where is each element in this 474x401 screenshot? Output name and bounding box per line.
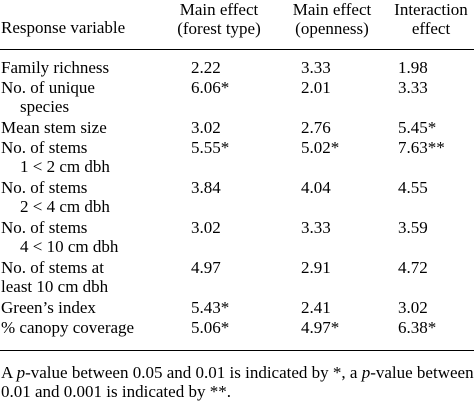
header-col1-line1: Main effect — [179, 0, 259, 19]
cell-openness: 2.01 — [301, 78, 331, 97]
cell-openness: 3.33 — [301, 58, 331, 77]
row-label: No. of stems — [1, 138, 88, 157]
cell-openness: 3.33 — [301, 218, 331, 237]
row-label-continued: 1 < 2 cm dbh — [20, 157, 110, 176]
footnote-p-italic: p — [361, 363, 371, 382]
cell-forest-type: 3.02 — [191, 118, 221, 137]
cell-interaction: 4.72 — [398, 258, 428, 277]
row-label-continued: species — [20, 97, 70, 116]
cell-openness: 5.02* — [301, 138, 340, 157]
header-col3-line1: Interaction — [394, 0, 468, 19]
table-bottom-rule — [0, 350, 474, 351]
cell-interaction: 7.63** — [398, 138, 445, 157]
row-label: Family richness — [1, 58, 110, 77]
header-response-variable: Response variable — [1, 18, 126, 37]
row-label: Mean stem size — [1, 118, 107, 137]
cell-interaction: 3.33 — [398, 78, 428, 97]
table-footnote: A p-value between 0.05 and 0.01 is indic… — [1, 363, 474, 401]
cell-interaction: 6.38* — [398, 318, 437, 337]
header-col1-line2: (forest type) — [177, 19, 261, 38]
cell-forest-type: 5.55* — [191, 138, 230, 157]
footnote-text: -value between — [370, 363, 474, 382]
footnote-text: -value between 0.05 and 0.01 is indicate… — [25, 363, 362, 382]
footnote-text: A — [1, 363, 17, 382]
row-label-continued: 4 < 10 cm dbh — [20, 237, 119, 256]
cell-forest-type: 3.02 — [191, 218, 221, 237]
cell-forest-type: 3.84 — [191, 178, 221, 197]
cell-interaction: 3.02 — [398, 298, 428, 317]
header-main-effect-forest-type: Main effect (forest type) — [165, 0, 273, 38]
cell-openness: 4.04 — [301, 178, 331, 197]
row-label: Green’s index — [1, 298, 96, 317]
cell-forest-type: 4.97 — [191, 258, 221, 277]
row-label: No. of unique — [1, 78, 95, 97]
cell-openness: 4.97* — [301, 318, 340, 337]
footnote-line-1: A p-value between 0.05 and 0.01 is indic… — [1, 363, 474, 382]
header-col2-line1: Main effect — [292, 0, 372, 19]
row-label: No. of stems — [1, 178, 88, 197]
cell-openness: 2.76 — [301, 118, 331, 137]
footnote-line-2: 0.01 and 0.001 is indicated by **. — [1, 382, 231, 401]
header-col2-line2: (openness) — [295, 19, 369, 38]
header-interaction-effect: Interaction effect — [388, 0, 474, 38]
cell-interaction: 3.59 — [398, 218, 428, 237]
row-label-continued: 2 < 4 cm dbh — [20, 197, 110, 216]
row-label: No. of stems at — [1, 258, 104, 277]
header-rule — [0, 49, 474, 50]
cell-forest-type: 5.06* — [191, 318, 230, 337]
cell-interaction: 5.45* — [398, 118, 437, 137]
row-label: % canopy coverage — [1, 318, 135, 337]
footnote-p-italic: p — [16, 363, 26, 382]
row-label: No. of stems — [1, 218, 88, 237]
cell-openness: 2.41 — [301, 298, 331, 317]
cell-forest-type: 6.06* — [191, 78, 230, 97]
cell-interaction: 1.98 — [398, 58, 428, 77]
cell-openness: 2.91 — [301, 258, 331, 277]
header-col3-line2: effect — [411, 19, 451, 38]
cell-forest-type: 5.43* — [191, 298, 230, 317]
cell-interaction: 4.55 — [398, 178, 428, 197]
cell-forest-type: 2.22 — [191, 58, 221, 77]
header-main-effect-openness: Main effect (openness) — [282, 0, 382, 38]
row-label-continued: least 10 cm dbh — [1, 277, 109, 296]
